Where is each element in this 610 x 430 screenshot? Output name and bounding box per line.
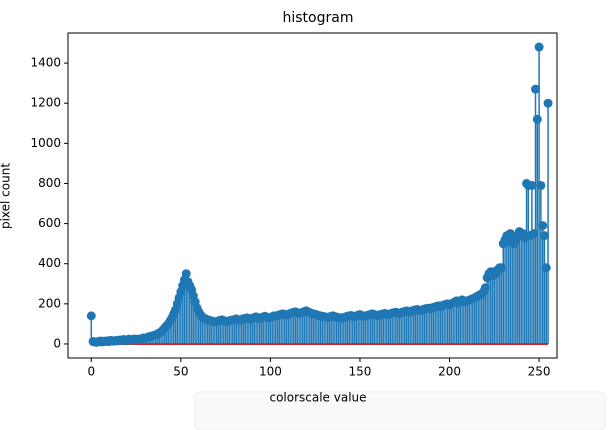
overlay-panel [194, 391, 606, 430]
stem-marker [536, 180, 546, 190]
stem-marker [541, 263, 551, 273]
stem-marker [480, 283, 490, 293]
x-tick-label: 200 [438, 365, 461, 379]
y-tick-label: 400 [38, 256, 61, 270]
x-tick-label: 100 [259, 365, 282, 379]
x-tick-label: 250 [528, 365, 551, 379]
y-tick-label: 200 [38, 296, 61, 310]
y-axis-label: pixel count [0, 163, 13, 229]
stem-marker [538, 221, 548, 231]
chart-title: histogram [283, 10, 354, 26]
stem-marker [531, 84, 541, 94]
x-axis-label: colorscale value [269, 391, 366, 405]
stem-marker [496, 263, 506, 273]
y-tick-label: 800 [38, 176, 61, 190]
y-tick-label: 1200 [30, 96, 61, 110]
x-tick-label: 150 [349, 365, 372, 379]
stem-marker [543, 98, 553, 108]
stem-marker [539, 231, 549, 241]
stem-marker [527, 180, 537, 190]
x-tick-label: 50 [173, 365, 188, 379]
stem-marker [529, 229, 539, 239]
stem-marker [534, 42, 544, 52]
stem-marker [181, 269, 191, 279]
y-tick-label: 0 [53, 336, 61, 350]
stem-marker [86, 311, 96, 321]
axes-frame [67, 32, 558, 359]
y-tick-label: 1000 [30, 136, 61, 150]
y-tick-label: 1400 [30, 56, 61, 70]
y-tick-label: 600 [38, 216, 61, 230]
x-tick-label: 0 [87, 365, 95, 379]
plot-area [68, 33, 557, 358]
stem-marker [532, 114, 542, 124]
